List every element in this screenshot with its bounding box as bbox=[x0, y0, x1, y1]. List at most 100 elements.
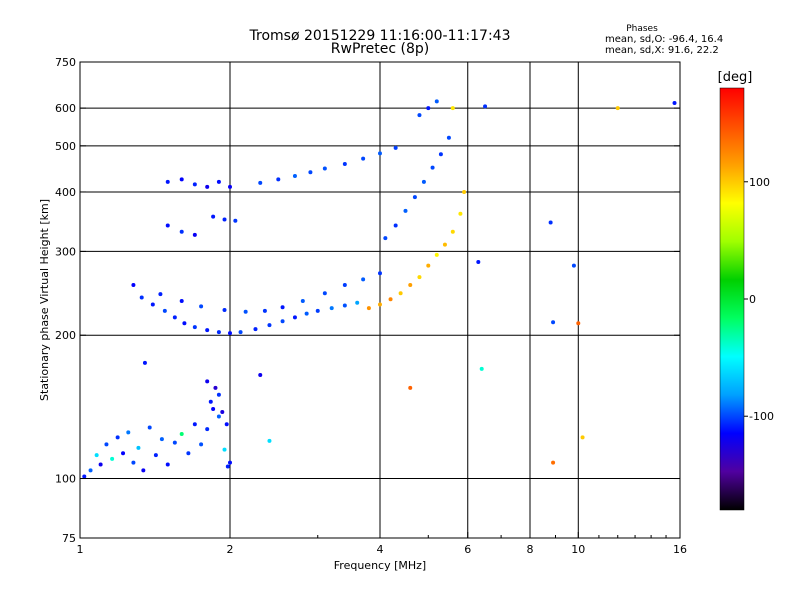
data-point bbox=[355, 300, 360, 305]
data-point bbox=[322, 166, 327, 171]
data-point bbox=[192, 232, 197, 237]
data-point bbox=[322, 291, 327, 296]
data-point bbox=[82, 474, 87, 479]
y-tick-label: 600 bbox=[55, 102, 76, 115]
data-point bbox=[222, 217, 227, 222]
data-point bbox=[258, 180, 263, 185]
chart-subtitle: RwPretec (8p) bbox=[331, 41, 429, 57]
data-point bbox=[205, 427, 210, 432]
data-point bbox=[179, 177, 184, 182]
data-point bbox=[292, 315, 297, 320]
data-point bbox=[179, 432, 184, 437]
data-point bbox=[476, 260, 481, 265]
y-tick-label: 100 bbox=[55, 473, 76, 486]
data-point bbox=[150, 302, 155, 307]
y-tick-label: 500 bbox=[55, 140, 76, 153]
data-point bbox=[408, 385, 413, 390]
phases-heading: Phases bbox=[626, 24, 658, 34]
data-point bbox=[205, 379, 210, 384]
data-point bbox=[233, 218, 238, 223]
data-point bbox=[192, 422, 197, 427]
data-point bbox=[182, 321, 187, 326]
data-point bbox=[615, 106, 620, 111]
data-point bbox=[131, 460, 136, 465]
data-point bbox=[136, 445, 141, 450]
colorbar-unit-label: [deg] bbox=[718, 70, 753, 85]
data-point bbox=[383, 236, 388, 241]
y-axis-ticks: 75 100 200 300 400 500 600 750 bbox=[55, 56, 680, 545]
data-point bbox=[228, 460, 232, 465]
data-point bbox=[139, 295, 144, 300]
data-point bbox=[280, 305, 285, 310]
data-point bbox=[361, 156, 366, 161]
data-point bbox=[434, 99, 439, 104]
y-tick-label: 300 bbox=[55, 245, 76, 258]
data-point bbox=[205, 184, 210, 189]
data-point bbox=[179, 229, 184, 234]
data-point bbox=[483, 104, 488, 109]
data-point bbox=[238, 330, 243, 335]
y-tick-label: 750 bbox=[55, 56, 76, 69]
colorbar-tick-label: 100 bbox=[749, 176, 770, 189]
data-point bbox=[216, 179, 221, 184]
data-point bbox=[361, 277, 366, 282]
data-point bbox=[672, 101, 677, 106]
data-point bbox=[126, 430, 131, 435]
data-point bbox=[450, 229, 455, 234]
data-point bbox=[165, 179, 170, 184]
data-point bbox=[403, 208, 408, 213]
x-tick-label: 2 bbox=[227, 543, 234, 556]
data-point bbox=[94, 453, 99, 458]
data-point bbox=[580, 435, 585, 440]
x-tick-label: 16 bbox=[673, 543, 687, 556]
data-point bbox=[228, 331, 232, 336]
data-point bbox=[115, 435, 120, 440]
phases-o-line: mean, sd,O: -96.4, 16.4 bbox=[605, 34, 723, 45]
colorbar-tick-label: -100 bbox=[749, 410, 774, 423]
data-point bbox=[225, 464, 230, 469]
data-point bbox=[388, 297, 393, 302]
y-tick-label: 400 bbox=[55, 186, 76, 199]
data-point bbox=[417, 113, 422, 118]
data-point bbox=[142, 360, 147, 365]
data-point bbox=[434, 252, 439, 257]
data-point bbox=[192, 182, 197, 187]
data-point bbox=[398, 291, 403, 296]
data-point bbox=[426, 263, 431, 268]
data-point bbox=[412, 195, 417, 200]
data-point bbox=[450, 106, 455, 111]
data-point bbox=[280, 319, 285, 324]
grid-lines bbox=[80, 62, 680, 538]
x-axis-ticks: 1 2 4 6 8 10 16 bbox=[77, 532, 687, 556]
x-axis-label: Frequency [MHz] bbox=[334, 559, 426, 572]
data-point bbox=[438, 152, 443, 157]
data-point bbox=[162, 308, 167, 313]
data-point bbox=[186, 451, 191, 456]
data-point bbox=[88, 468, 93, 473]
data-point bbox=[378, 271, 382, 276]
data-point bbox=[216, 330, 221, 335]
data-point bbox=[462, 189, 467, 194]
colorbar-gradient bbox=[719, 87, 745, 511]
chart-title: Tromsø 20151229 11:16:00-11:17:43 bbox=[249, 28, 511, 44]
x-tick-label: 8 bbox=[527, 543, 534, 556]
data-point bbox=[262, 308, 267, 313]
data-point bbox=[408, 283, 413, 288]
data-point bbox=[172, 440, 177, 445]
data-point bbox=[104, 442, 109, 447]
data-point bbox=[430, 165, 435, 170]
data-point bbox=[159, 437, 164, 442]
data-point bbox=[304, 311, 309, 316]
data-point bbox=[571, 263, 576, 268]
x-tick-label: 4 bbox=[377, 543, 384, 556]
phases-summary: Phases mean, sd,O: -96.4, 16.4 mean, sd,… bbox=[605, 24, 723, 56]
data-point bbox=[216, 414, 221, 419]
data-point bbox=[329, 306, 334, 311]
data-point bbox=[121, 451, 126, 456]
data-point bbox=[211, 406, 216, 411]
data-point bbox=[576, 321, 581, 326]
y-tick-label: 200 bbox=[55, 329, 76, 342]
data-points bbox=[82, 99, 677, 479]
data-point bbox=[179, 299, 184, 304]
